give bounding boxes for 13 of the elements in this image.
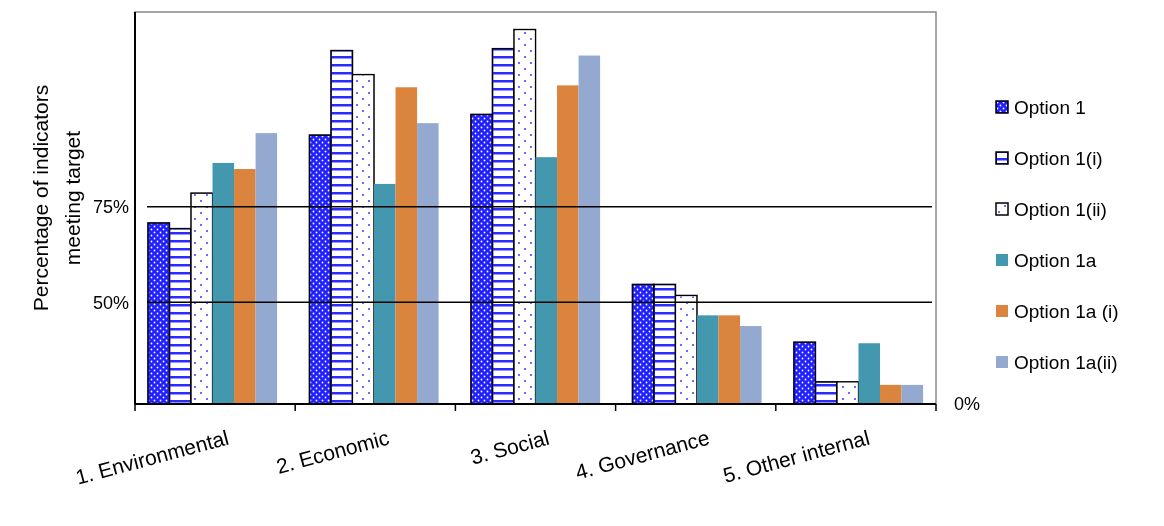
y-tick-label: 50%: [92, 292, 129, 313]
legend-label: Option 1a(ii): [1014, 351, 1118, 373]
legend-label: Option 1: [1014, 96, 1086, 118]
y-axis-title: Percentage of indicators meeting target: [29, 84, 84, 312]
legend-label: Option 1a: [1014, 249, 1097, 271]
legend-label: Option 1a (i): [1014, 300, 1119, 322]
x-tick-label: 2. Economic: [273, 425, 392, 478]
x-tick-label: 3. Social: [467, 425, 552, 469]
legend-label: Option 1(ii): [1014, 198, 1107, 220]
x-tick-label: 5. Other internal: [720, 425, 872, 487]
legend-label: Option 1(i): [1014, 147, 1103, 169]
text: 0%: [954, 394, 981, 415]
y-tick-label: 75%: [92, 197, 129, 218]
